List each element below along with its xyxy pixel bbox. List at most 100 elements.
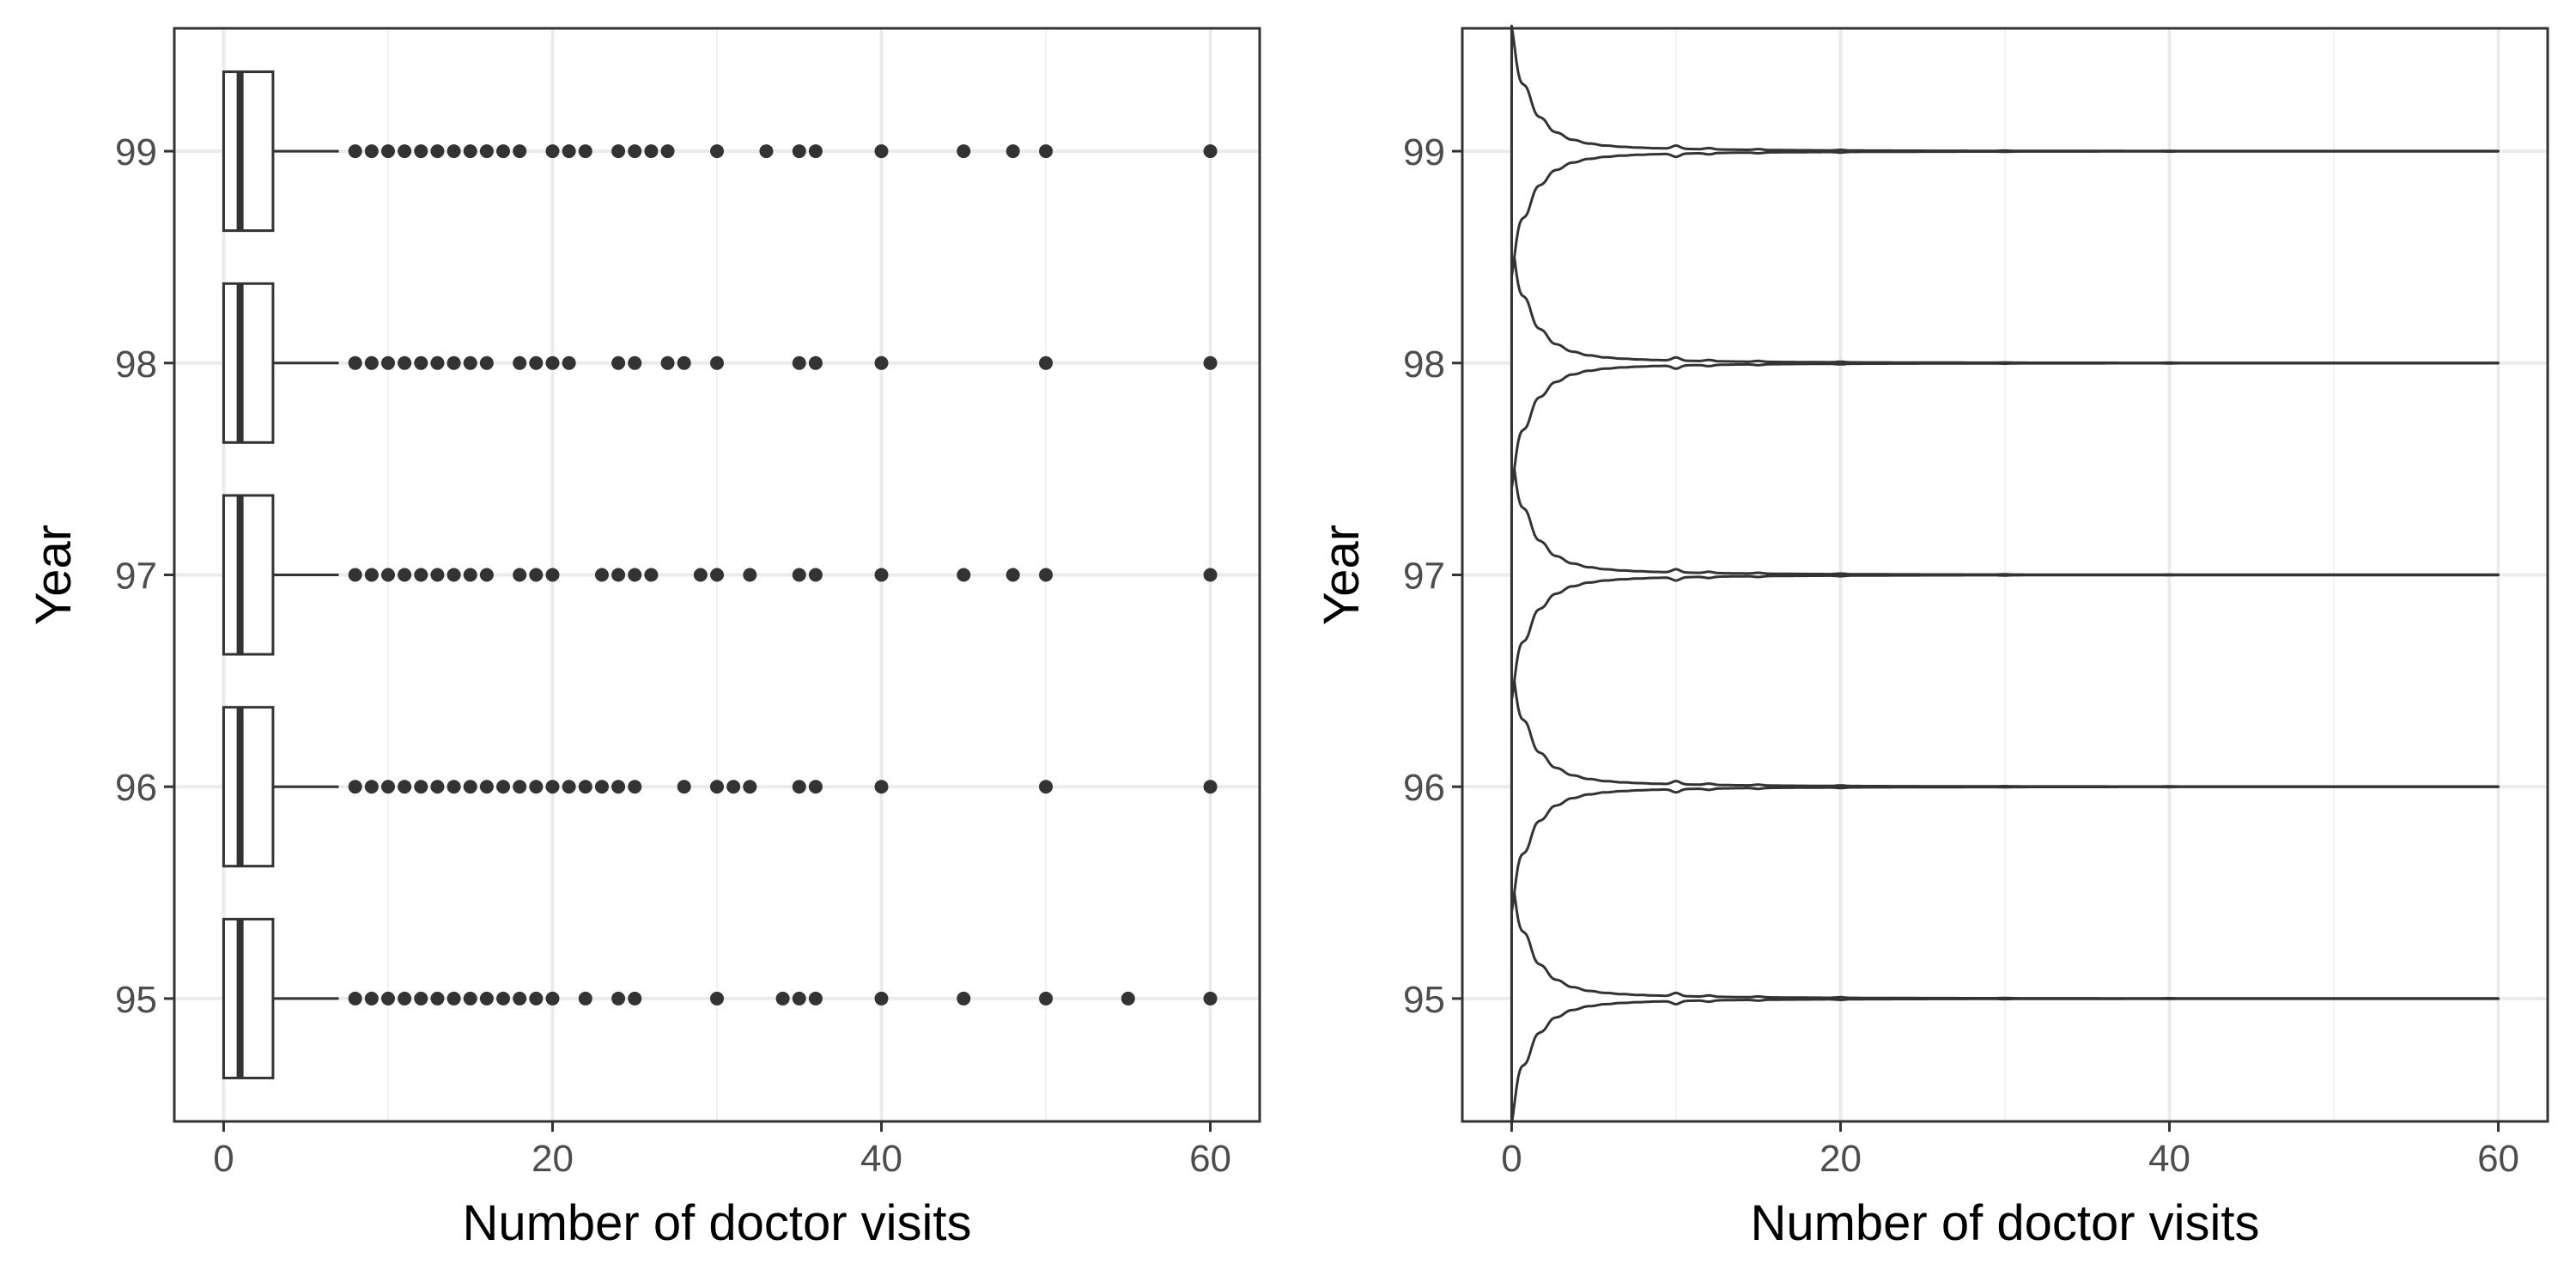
outlier-point [529,568,544,582]
outlier-point [513,568,527,582]
boxplot-x-axis-title: Number of doctor visits [462,1195,971,1251]
outlier-point [710,355,724,370]
outlier-point [380,991,395,1005]
outlier-point [545,780,560,794]
outlier-point [398,568,412,582]
outlier-point [562,780,576,794]
outlier-point [808,144,823,159]
outlier-point [874,355,889,370]
violin-y-tick-label: 98 [1403,343,1445,386]
outlier-point [628,355,642,370]
violin-panel: 0 20 40 60 95 96 97 98 99 Number of doctor visits… [1314,24,2549,1251]
outlier-point [479,144,494,159]
outlier-point [611,780,626,794]
outlier-point [562,355,576,370]
outlier-point [710,568,724,582]
outlier-point [479,780,494,794]
outlier-point [380,780,395,794]
outlier-point [1203,780,1218,794]
outlier-point [594,568,609,582]
outlier-point [398,144,412,159]
outlier-point [529,355,544,370]
boxplot-x-tick-label: 0 [213,1138,234,1180]
outlier-point [594,780,609,794]
violin-97 [1510,448,2500,702]
outlier-point [710,144,724,159]
outlier-point [874,144,889,159]
outlier-point [644,568,659,582]
outlier-point [364,991,379,1005]
outlier-point [562,144,576,159]
outlier-point [792,568,806,582]
outlier-point [414,991,428,1005]
outlier-point [1121,991,1135,1005]
outlier-point [348,568,362,582]
outlier-point [792,780,806,794]
outlier-point [380,568,395,582]
outlier-point [611,144,626,159]
outlier-point [957,568,971,582]
outlier-point [479,991,494,1005]
outlier-point [677,780,691,794]
outlier-point [710,991,724,1005]
outlier-point [479,355,494,370]
outlier-point [693,568,708,582]
boxplot-panel: 0 20 40 60 95 96 97 98 99 Number of doctor visits… [26,27,1261,1251]
outlier-point [380,144,395,159]
violin-x-tick-label: 40 [2148,1138,2190,1180]
outlier-point [496,991,511,1005]
outlier-point [513,780,527,794]
outlier-point [792,355,806,370]
outlier-point [726,780,741,794]
outlier-point [578,144,592,159]
violin-y-tick-label: 96 [1403,767,1445,809]
outlier-point [628,144,642,159]
outlier-point [447,568,461,582]
boxplot-x-tick-label: 20 [532,1138,574,1180]
outlier-point [1039,144,1054,159]
outlier-point [644,144,659,159]
outlier-point [447,991,461,1005]
outlier-point [611,355,626,370]
outlier-point [957,991,971,1005]
outlier-point [1039,780,1054,794]
outlier-point [660,355,675,370]
outlier-point [1039,568,1054,582]
outlier-point [792,991,806,1005]
boxplot-x-tick-label: 60 [1189,1138,1231,1180]
outlier-point [398,780,412,794]
outlier-point [578,780,592,794]
outlier-point [496,780,511,794]
outlier-point [874,991,889,1005]
violin-y-tick-label: 97 [1403,556,1445,598]
outlier-point [792,144,806,159]
outlier-point [775,991,790,1005]
outlier-point [364,355,379,370]
outlier-point [430,144,445,159]
outlier-point [743,780,757,794]
outlier-point [545,991,560,1005]
violin-x-tick-label: 20 [1820,1138,1862,1180]
outlier-point [463,568,477,582]
outlier-point [513,144,527,159]
outlier-point [463,780,477,794]
outlier-point [414,780,428,794]
box-98 [222,282,1218,444]
box-iqr [222,494,275,656]
violin-x-tick-label: 60 [2477,1138,2519,1180]
boxplot-y-tick-label: 95 [115,979,157,1021]
violin-98 [1510,236,2500,490]
boxplot-y-tick-label: 98 [115,343,157,386]
outlier-point [348,355,362,370]
box-97 [222,494,1218,656]
outlier-point [628,568,642,582]
outlier-point [743,568,757,582]
box-iqr [222,282,275,444]
outlier-point [529,780,544,794]
outlier-point [414,568,428,582]
boxplot-y-axis-title: Year [26,525,82,625]
box-95 [222,917,1218,1079]
outlier-point [479,568,494,582]
outlier-point [348,144,362,159]
